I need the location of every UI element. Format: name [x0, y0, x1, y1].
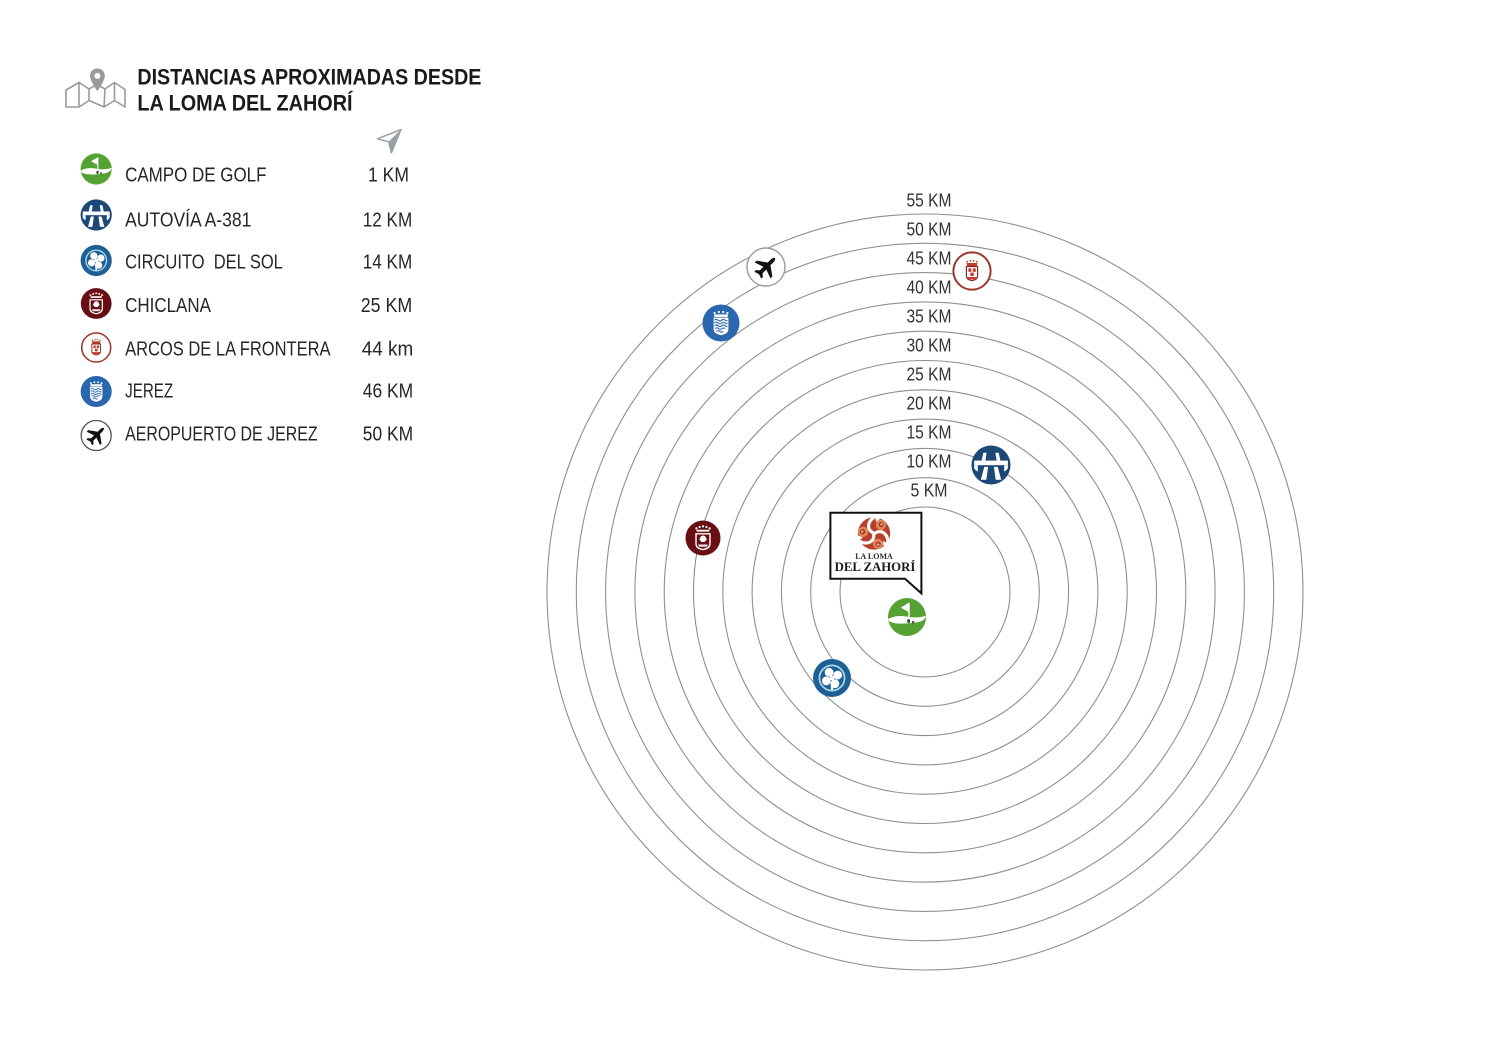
svg-text:25 KM: 25 KM: [907, 364, 952, 385]
svg-text:DISTANCIAS APROXIMADAS DESDE: DISTANCIAS APROXIMADAS DESDE: [137, 66, 481, 90]
svg-text:10 KM: 10 KM: [907, 451, 952, 472]
svg-text:46 KM: 46 KM: [363, 379, 413, 401]
svg-text:40 KM: 40 KM: [907, 277, 952, 298]
svg-text:25 KM: 25 KM: [361, 295, 412, 317]
svg-text:CIRCUITO DEL SOL: CIRCUITO DEL SOL: [125, 250, 283, 273]
svg-text:LA LOMA: LA LOMA: [855, 552, 893, 561]
svg-text:50 KM: 50 KM: [907, 219, 952, 240]
svg-text:CHICLANA: CHICLANA: [125, 294, 211, 317]
svg-text:DEL ZAHORÍ: DEL ZAHORÍ: [835, 560, 916, 574]
svg-text:LA LOMA DEL ZAHORÍ: LA LOMA DEL ZAHORÍ: [137, 92, 353, 116]
svg-text:ARCOS DE LA FRONTERA: ARCOS DE LA FRONTERA: [125, 337, 331, 360]
svg-text:20 KM: 20 KM: [907, 393, 952, 414]
svg-text:AEROPUERTO DE JEREZ: AEROPUERTO DE JEREZ: [125, 423, 317, 445]
svg-text:12 KM: 12 KM: [363, 208, 412, 231]
svg-text:30 KM: 30 KM: [907, 335, 952, 356]
svg-text:50 KM: 50 KM: [363, 423, 413, 445]
svg-text:15 KM: 15 KM: [907, 422, 952, 443]
svg-text:5 KM: 5 KM: [911, 479, 948, 500]
svg-text:14 KM: 14 KM: [363, 250, 412, 273]
svg-text:AUTOVÍA A-381: AUTOVÍA A-381: [125, 208, 251, 230]
svg-text:35 KM: 35 KM: [907, 306, 952, 327]
svg-text:45 KM: 45 KM: [907, 248, 952, 269]
svg-text:JEREZ: JEREZ: [125, 380, 173, 403]
svg-text:CAMPO DE GOLF: CAMPO DE GOLF: [125, 163, 266, 186]
svg-text:1 KM: 1 KM: [368, 163, 409, 185]
svg-text:55 KM: 55 KM: [907, 190, 952, 211]
svg-text:44 km: 44 km: [362, 338, 413, 361]
